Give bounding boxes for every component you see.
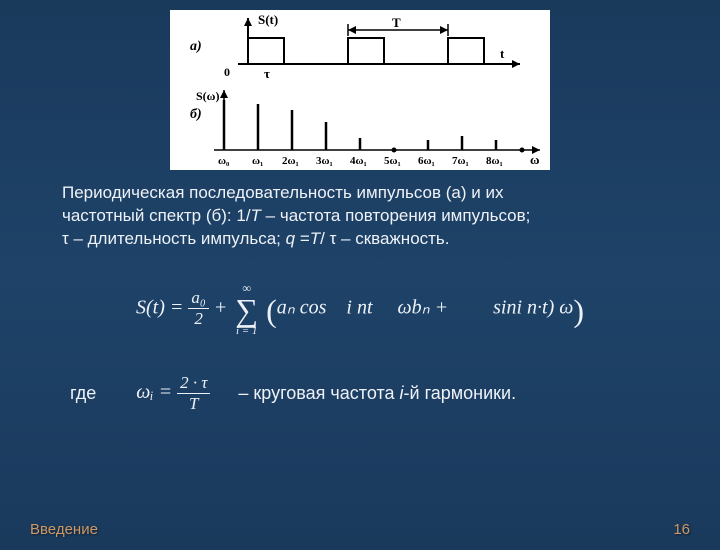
omega-definition-row: где ωᵢ = 2 · τ T – круговая частота i-й … <box>0 373 720 414</box>
svg-text:б): б) <box>190 107 202 122</box>
caption-line2a: частотный спектр (б): 1/ <box>62 206 251 225</box>
summation: ∞ ∑ i = 1 <box>235 281 258 337</box>
svg-text:t: t <box>500 46 505 61</box>
svg-text:0: 0 <box>224 65 230 79</box>
a0-over-2: a₀ 2 <box>188 288 208 329</box>
svg-text:2ω₁: 2ω₁ <box>282 155 299 167</box>
formula-lhs: S(t) = <box>136 296 188 318</box>
svg-text:T: T <box>392 15 401 30</box>
svg-text:S(ω): S(ω) <box>196 89 219 103</box>
svg-text:7ω₁: 7ω₁ <box>452 155 469 167</box>
caption-line3b: = <box>295 229 310 248</box>
svg-text:8ω₁: 8ω₁ <box>486 155 503 167</box>
caption-T: T <box>251 206 261 225</box>
spectrum-diagram-svg: S(t) t a) 0 τ T б) <box>170 10 550 170</box>
omega-formula: ωᵢ = 2 · τ T <box>136 373 210 414</box>
svg-text:5ω₁: 5ω₁ <box>384 155 401 167</box>
svg-text:4ω₁: 4ω₁ <box>350 155 367 167</box>
caption-line3a: τ – длительность импульса; <box>62 229 286 248</box>
figure-caption: Периодическая последовательность импульс… <box>0 170 720 251</box>
footer-section: Введение <box>30 521 98 538</box>
omega-fraction: 2 · τ T <box>177 373 210 414</box>
fourier-series-formula: S(t) = a₀ 2 + ∞ ∑ i = 1 (aₙ cos i nt ωbₙ… <box>0 281 720 337</box>
caption-q: q <box>286 229 295 248</box>
caption-line2b: – частота повторения импульсов; <box>261 206 530 225</box>
slide-footer: Введение 16 <box>0 521 720 538</box>
where-label: где <box>70 383 96 404</box>
svg-text:6ω₁: 6ω₁ <box>418 155 435 167</box>
cos-term: aₙ cos <box>277 296 332 318</box>
svg-text:a): a) <box>190 39 202 54</box>
caption-T2: T <box>310 229 320 248</box>
svg-text:S(t): S(t) <box>258 12 278 27</box>
caption-line3c: / τ – скважность. <box>320 229 449 248</box>
svg-text:ω₁: ω₁ <box>252 155 263 167</box>
diagram-figure: S(t) t a) 0 τ T б) <box>170 10 550 170</box>
footer-page-number: 16 <box>673 521 690 538</box>
caption-line1: Периодическая последовательность импульс… <box>62 183 503 202</box>
svg-text:τ: τ <box>264 66 270 81</box>
where-text: – круговая частота i-й гармоники. <box>238 383 516 404</box>
svg-text:3ω₁: 3ω₁ <box>316 155 333 167</box>
plus: + <box>214 296 233 318</box>
svg-text:ω: ω <box>530 152 540 167</box>
svg-text:ω₀: ω₀ <box>218 155 230 167</box>
